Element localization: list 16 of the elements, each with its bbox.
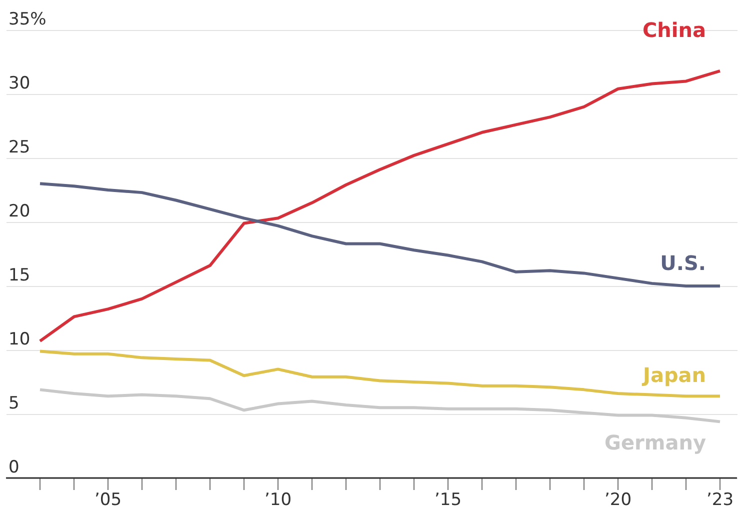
y-tick-label: 25 [8, 138, 30, 158]
y-tick-label: 5 [8, 394, 20, 414]
y-tick-label: 15 [8, 266, 30, 286]
series-label: U.S. [660, 251, 706, 275]
x-tick-label: ’15 [434, 490, 462, 510]
x-tick-label: ’20 [604, 490, 632, 510]
x-tick-label: ’23 [706, 490, 734, 510]
y-tick-label: 35% [8, 10, 46, 30]
y-tick-label: 0 [8, 458, 20, 478]
y-tick-label: 30 [8, 74, 30, 94]
series-label: China [642, 18, 706, 42]
y-tick-label: 10 [8, 330, 30, 350]
y-tick-label: 20 [8, 202, 30, 222]
x-tick-label: ’10 [264, 490, 292, 510]
x-tick-label: ’05 [94, 490, 122, 510]
series-label: Japan [641, 363, 706, 388]
